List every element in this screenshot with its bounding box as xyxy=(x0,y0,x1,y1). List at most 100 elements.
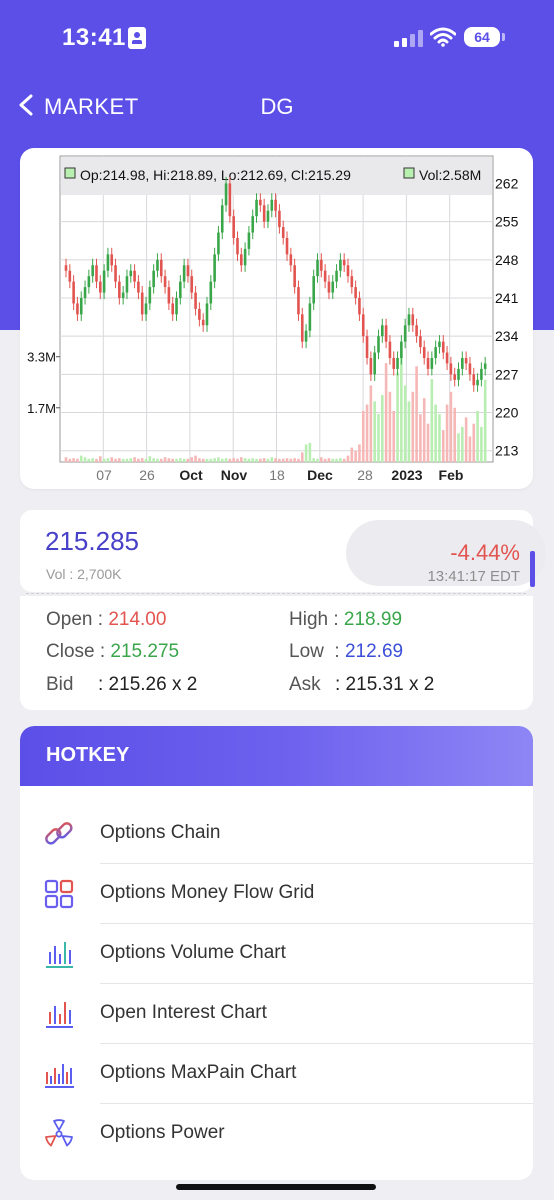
volume-bar xyxy=(369,385,373,462)
volume-bar xyxy=(220,458,224,462)
x-tick-label: Dec xyxy=(307,467,333,483)
volume-info: Vol:2.58M xyxy=(419,167,481,183)
hotkey-label: Open Interest Chart xyxy=(100,1002,267,1023)
candle-body xyxy=(186,265,190,277)
grid-icon xyxy=(44,879,74,909)
volume-bar xyxy=(98,456,102,462)
volume-bar xyxy=(121,458,125,462)
scroll-indicator xyxy=(530,551,535,587)
hotkey-money-flow-grid[interactable]: Options Money Flow Grid xyxy=(20,864,533,924)
back-button[interactable]: MARKET xyxy=(44,94,139,119)
candle-body xyxy=(426,358,430,369)
volume-bar xyxy=(308,442,312,462)
hotkey-maxpain-chart[interactable]: Options MaxPain Chart xyxy=(20,1044,533,1104)
volume-bar xyxy=(175,458,178,462)
candle-body xyxy=(327,281,331,293)
volume-bar xyxy=(327,458,331,462)
hotkey-volume-chart[interactable]: Options Volume Chart xyxy=(20,924,533,984)
volume-bar xyxy=(243,458,247,462)
candle-body xyxy=(144,303,148,315)
candle-body xyxy=(373,352,376,375)
candle-body xyxy=(114,265,117,282)
volume-bar xyxy=(358,444,361,462)
candle-body xyxy=(76,303,79,315)
candle-body xyxy=(350,276,354,288)
volume-bar xyxy=(304,444,308,462)
volume-bar xyxy=(190,457,194,462)
volume-bar xyxy=(373,401,376,462)
candle-body xyxy=(396,358,399,369)
x-tick-label: Nov xyxy=(221,467,248,483)
volume-bar xyxy=(445,404,449,462)
candle-body xyxy=(457,368,460,380)
candle-body xyxy=(239,254,243,266)
candle-body xyxy=(331,281,335,293)
volume-bar xyxy=(201,458,205,462)
volume-bar xyxy=(83,457,87,462)
volume-bar xyxy=(198,458,201,462)
candle-body xyxy=(110,254,114,266)
candle-body xyxy=(175,298,178,315)
volume-bar xyxy=(419,414,422,462)
status-time: 13:41 xyxy=(62,24,126,51)
volume-bar xyxy=(79,455,83,462)
hotkey-open-interest-chart[interactable]: Open Interest Chart xyxy=(20,984,533,1044)
volume-bar xyxy=(159,458,163,462)
hotkey-title: HOTKEY xyxy=(46,744,130,766)
candle-body xyxy=(91,265,94,277)
stat-bid: Bid: 215.26 x 2 xyxy=(46,674,198,695)
volume-bar xyxy=(461,426,464,462)
volume-bar xyxy=(426,423,430,462)
y-tick-label: 262 xyxy=(495,175,519,191)
candle-body xyxy=(339,259,342,271)
candle-body xyxy=(224,183,228,206)
price-chart-card[interactable]: Op:214.98, Hi:218.89, Lo:212.69, Cl:215.… xyxy=(20,148,533,489)
candle-body xyxy=(285,238,289,255)
candle-body xyxy=(441,341,445,353)
candle-body xyxy=(434,347,437,358)
chevron-left-icon[interactable] xyxy=(16,94,38,116)
volume-bar xyxy=(415,366,418,462)
candle-body xyxy=(194,292,197,309)
volume-bar xyxy=(144,458,148,462)
radiation-icon xyxy=(45,1119,73,1147)
x-tick-label: 26 xyxy=(139,467,155,483)
candlestick-chart[interactable]: Op:214.98, Hi:218.89, Lo:212.69, Cl:215.… xyxy=(20,148,533,489)
candle-body xyxy=(129,270,133,277)
candle-body xyxy=(220,205,224,233)
hotkey-options-power[interactable]: Options Power xyxy=(20,1104,533,1164)
candle-body xyxy=(278,210,281,228)
candle-body xyxy=(380,325,384,337)
volume-bar xyxy=(430,379,434,462)
volume-bar xyxy=(377,414,380,462)
candle-body xyxy=(236,238,239,255)
page-title: DG xyxy=(260,94,294,119)
stat-open: Open : 214.00 xyxy=(46,609,167,630)
candle-body xyxy=(125,276,129,293)
volume-bar xyxy=(152,458,155,462)
nav-bar: MARKET DG xyxy=(0,84,554,128)
candle-body xyxy=(300,314,304,342)
volume-bar xyxy=(247,458,251,462)
x-tick-label: Feb xyxy=(439,467,464,483)
candle-body xyxy=(232,216,235,238)
percent-change: -4.44% xyxy=(450,540,520,565)
candle-body xyxy=(179,281,182,298)
volume-bar xyxy=(87,458,91,462)
volume-bar xyxy=(438,414,441,462)
candle-body xyxy=(281,227,285,238)
hotkey-label: Options Money Flow Grid xyxy=(100,882,315,903)
hotkey-options-chain[interactable]: Options Chain xyxy=(20,804,533,864)
volume-bar xyxy=(422,398,426,462)
candle-body xyxy=(461,358,464,369)
candle-body xyxy=(297,287,300,315)
volume-bar xyxy=(380,395,384,462)
candle-body xyxy=(293,265,296,288)
volume-bar xyxy=(331,458,335,462)
candle-body xyxy=(68,270,72,282)
volume-bar xyxy=(323,458,327,462)
stat-high: High : 218.99 xyxy=(289,609,403,630)
candle-body xyxy=(430,358,434,369)
volume-bars xyxy=(64,356,487,462)
candle-body xyxy=(335,270,338,282)
